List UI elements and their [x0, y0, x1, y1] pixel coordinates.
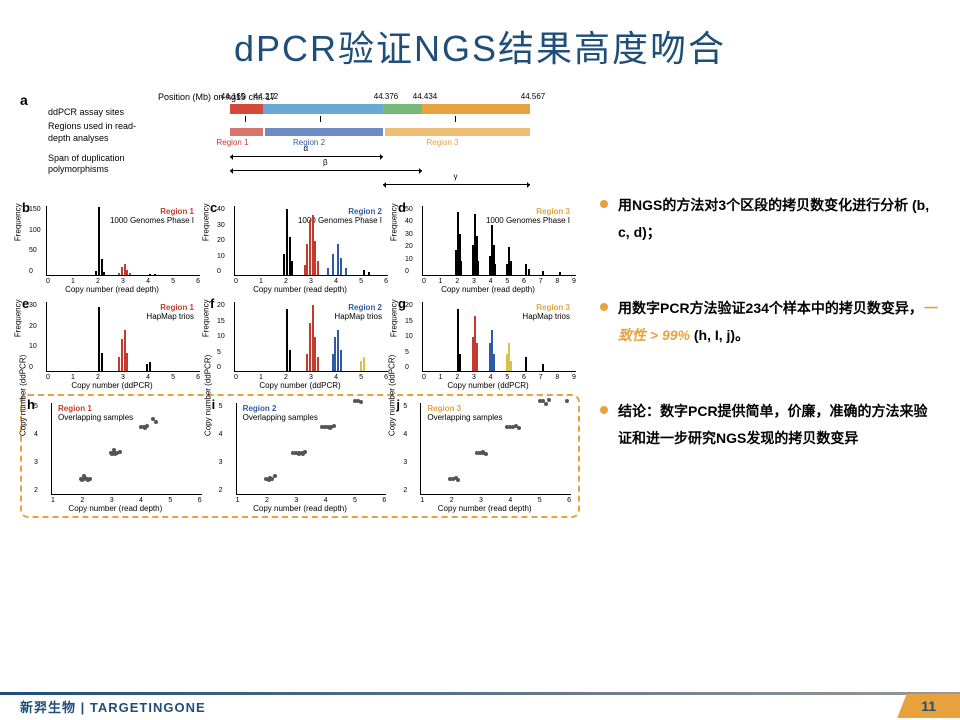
panel-a-regions-label: Regions used in read-depth analyses — [48, 121, 148, 144]
footer: 新羿生物 | TARGETINGONE 11 — [0, 692, 960, 720]
panel-a: a Position (Mb) on hg19 chr. 17 ddPCR as… — [20, 92, 580, 197]
content-area: a Position (Mb) on hg19 chr. 17 ddPCR as… — [0, 82, 960, 518]
footer-company-cn: 新羿生物 — [20, 700, 76, 715]
histogram-row-efg: e Frequency 0102030 Region 1HapMap trios… — [20, 298, 580, 390]
panel-a-label: a — [20, 92, 28, 108]
assay-tick-marks — [230, 116, 530, 126]
footer-divider — [0, 692, 960, 695]
figure-panel: a Position (Mb) on hg19 chr. 17 ddPCR as… — [20, 82, 580, 518]
scatter-row-hij: h Copy number (ddPCR) 2345 Region 1Overl… — [20, 394, 580, 518]
footer-separator: | — [81, 700, 90, 715]
page-number: 11 — [897, 694, 960, 718]
region-bars — [230, 128, 530, 136]
footer-company: 新羿生物 | TARGETINGONE — [0, 697, 206, 716]
bullet-list: 用NGS的方法对3个区段的拷贝数变化进行分析 (b, c, d)；用数字PCR方… — [580, 82, 940, 518]
footer-brand: TARGETINGONE — [90, 700, 206, 715]
slide-title: dPCR验证NGS结果高度吻合 — [0, 0, 960, 82]
panel-a-span-label: Span of duplication polymorphisms — [48, 153, 158, 176]
chromosome-bar — [230, 104, 530, 114]
duplication-arrows: αβγ — [230, 152, 530, 194]
histogram-row-bcd: b Frequency 050100150 Region 11000 Genom… — [20, 202, 580, 294]
